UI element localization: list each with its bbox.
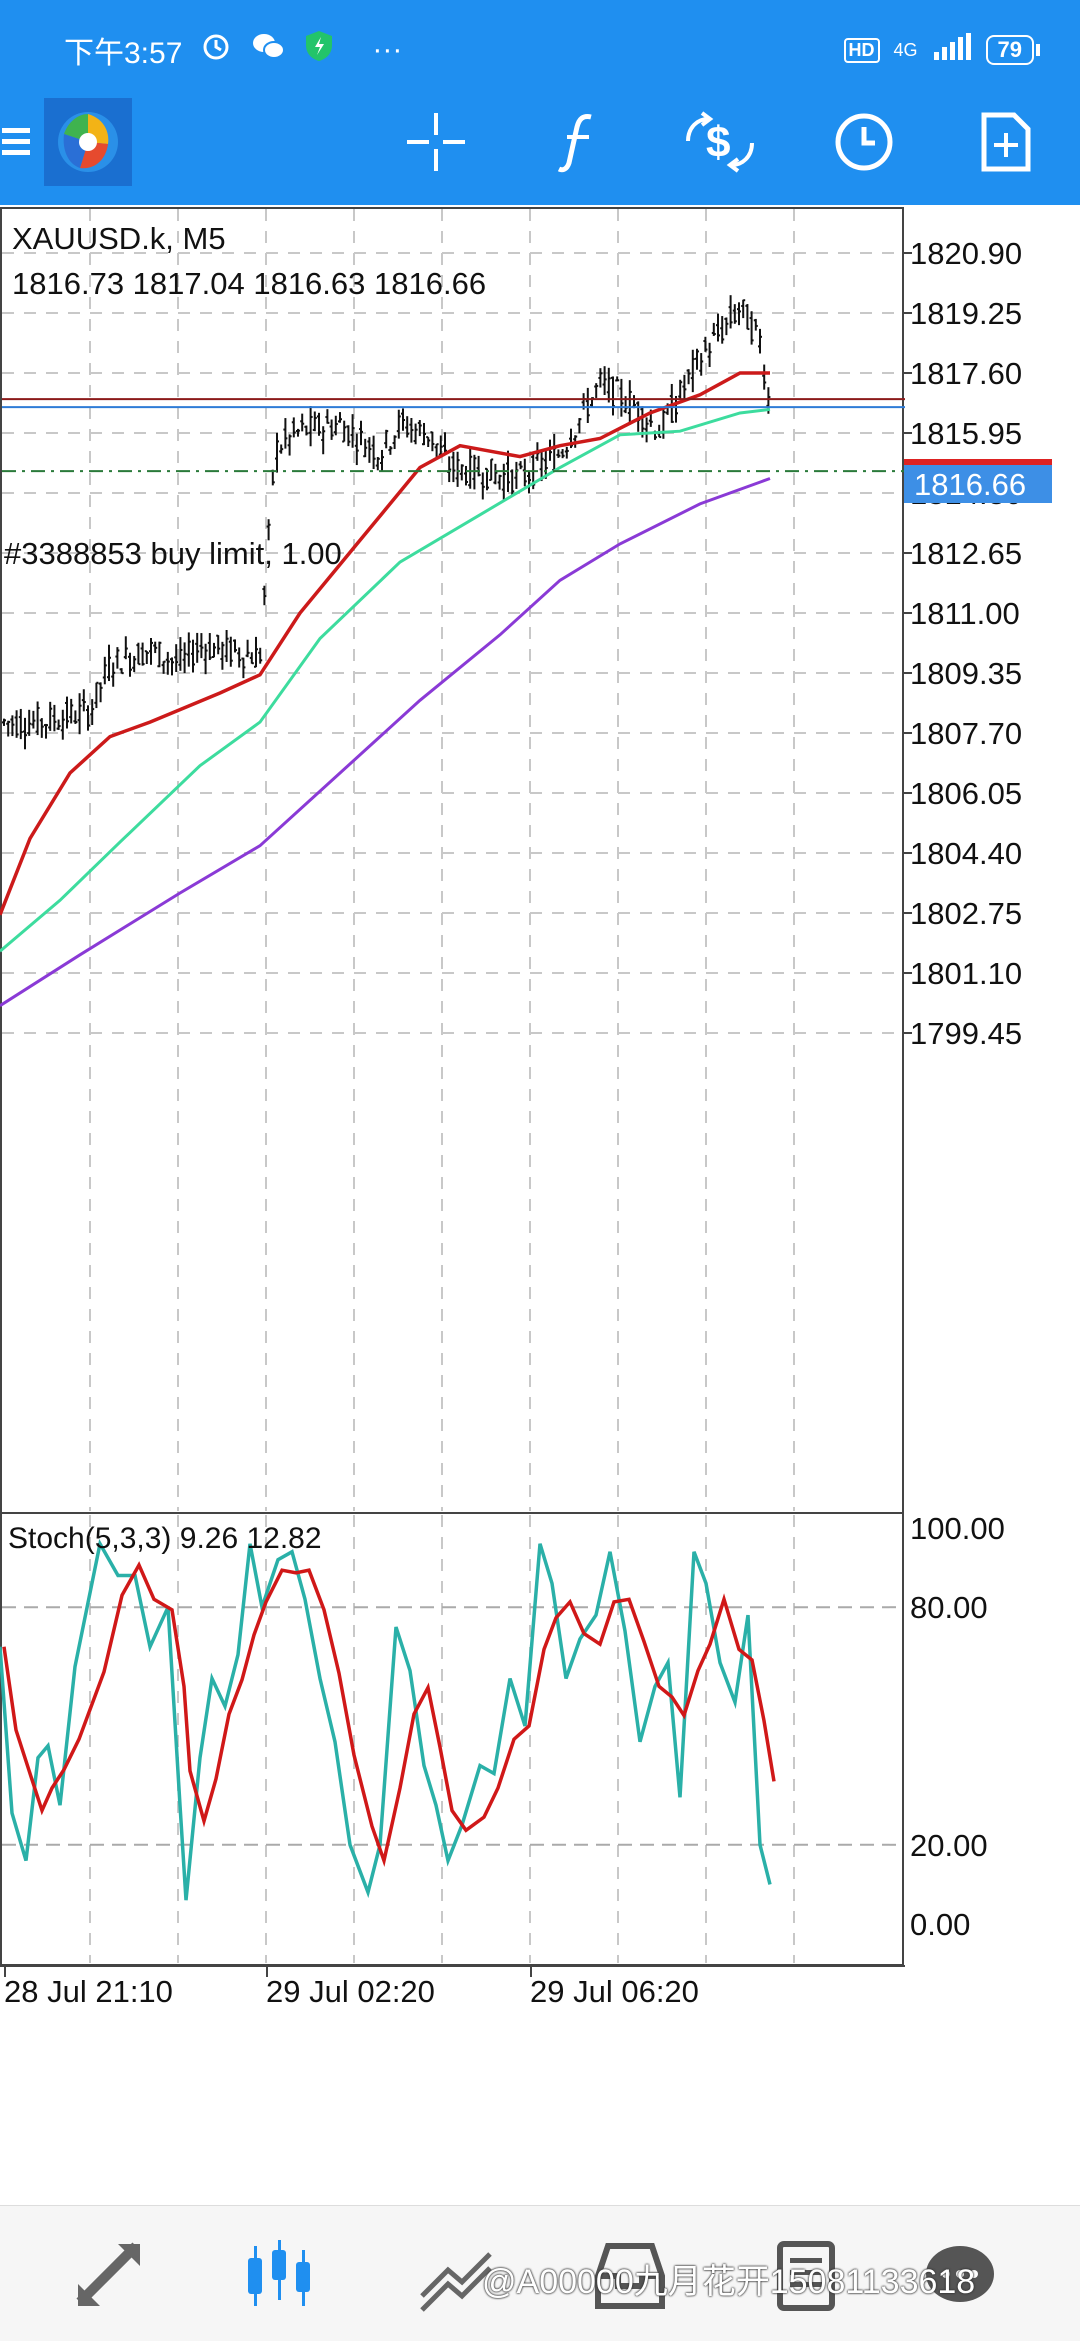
history-icon[interactable] — [590, 2236, 670, 2316]
price-tick-label: 1802.75 — [910, 896, 1022, 931]
hamburger-icon[interactable] — [0, 102, 32, 182]
stoch-signal-line — [2, 1561, 776, 1867]
price-tick-label: 1799.45 — [910, 1016, 1022, 1051]
stoch-main-line — [0, 1538, 772, 1901]
price-candles — [2, 295, 771, 750]
battery-icon: 79 — [985, 35, 1040, 65]
current-price-label: 1816.66 — [914, 467, 1026, 502]
chart-candles-icon[interactable] — [240, 2236, 320, 2316]
price-tick-label: 1819.25 — [910, 296, 1022, 331]
time-tick-label: 29 Jul 06:20 — [530, 1974, 699, 2009]
chart-grid — [2, 209, 902, 1963]
current-price-badge — [904, 463, 1052, 503]
time-tick-label: 29 Jul 02:20 — [266, 1974, 435, 2009]
ma-slow-line — [0, 477, 771, 1007]
battery-level: 79 — [985, 35, 1034, 65]
main-chart-frame — [0, 207, 904, 1514]
status-time: 下午3:57 — [64, 37, 183, 70]
function-f-icon[interactable] — [538, 102, 618, 182]
document-plus-icon[interactable] — [966, 102, 1046, 182]
network-label: 4G — [893, 39, 918, 60]
dollar-arrows-icon[interactable]: $ — [680, 102, 760, 182]
crosshair-icon[interactable] — [396, 102, 476, 182]
shield-icon — [304, 29, 334, 71]
signal-icon — [932, 32, 972, 68]
time-tick-label: 28 Jul 21:10 — [4, 1974, 173, 2009]
svg-text:$: $ — [706, 118, 730, 167]
order-label[interactable]: #3388853 buy limit, 1.00 — [4, 536, 342, 571]
stoch-tick-label: 0.00 — [910, 1907, 970, 1942]
symbol-label: XAUUSD.k, M5 — [12, 221, 226, 256]
price-tick-label: 1815.95 — [910, 416, 1022, 451]
stoch-frame — [0, 1512, 904, 1966]
quotes-arrows-icon[interactable] — [70, 2236, 150, 2316]
stoch-tick-label: 20.00 — [910, 1828, 988, 1863]
wechat-icon — [250, 30, 286, 70]
price-tick-label: 1807.70 — [910, 716, 1022, 751]
price-tick-label: 1817.60 — [910, 356, 1022, 391]
price-levels — [2, 398, 905, 473]
axes-labels: 1820.901819.251817.601815.951814.301812.… — [0, 236, 1022, 2009]
more-dots: ··· — [372, 33, 403, 66]
ask-badge-marker — [904, 459, 1052, 465]
watermark-text: @A00000九月花开15081133618 — [482, 2263, 976, 2301]
ma-mid-line — [0, 407, 771, 953]
moving-averages — [0, 371, 771, 1007]
status-bar-right: HD 4G 79 — [843, 28, 1040, 72]
clock-icon[interactable] — [824, 102, 904, 182]
stoch-tick-label: 80.00 — [910, 1590, 988, 1625]
metatrader-logo-icon[interactable] — [44, 98, 132, 186]
status-bar-left: 下午3:57 ··· — [64, 28, 402, 72]
price-tick-label: 1820.90 — [910, 236, 1022, 271]
bottom-navigation: @A00000九月花开15081133618 — [0, 2205, 1080, 2341]
chart-area[interactable]: 1820.901819.251817.601815.951814.301812.… — [0, 205, 1080, 2205]
stoch-label: Stoch(5,3,3) 9.26 12.82 — [8, 1522, 322, 1555]
top-toolbar: 下午3:57 ··· HD 4G 79 — [0, 0, 1080, 205]
hd-badge: HD — [843, 37, 880, 63]
price-tick-label: 1811.00 — [910, 596, 1020, 631]
trade-lines-icon[interactable] — [418, 2236, 498, 2316]
chart-canvas[interactable]: 1820.901819.251817.601815.951814.301812.… — [0, 205, 1080, 2205]
ma-fast-line — [0, 371, 770, 916]
ohlc-label: 1816.73 1817.04 1816.63 1816.66 — [12, 266, 486, 301]
news-icon[interactable] — [766, 2236, 846, 2316]
price-tick-label: 1809.35 — [910, 656, 1022, 691]
stoch-tick-label: 100.00 — [910, 1511, 1005, 1546]
price-tick-label: 1801.10 — [910, 956, 1022, 991]
stochastic-lines — [0, 1538, 776, 1901]
price-tick-label: 1812.65 — [910, 536, 1022, 571]
messages-icon[interactable] — [918, 2236, 998, 2316]
alarm-icon — [200, 30, 232, 70]
price-tick-label: 1804.40 — [910, 836, 1022, 871]
price-tick-label: 1806.05 — [910, 776, 1022, 811]
